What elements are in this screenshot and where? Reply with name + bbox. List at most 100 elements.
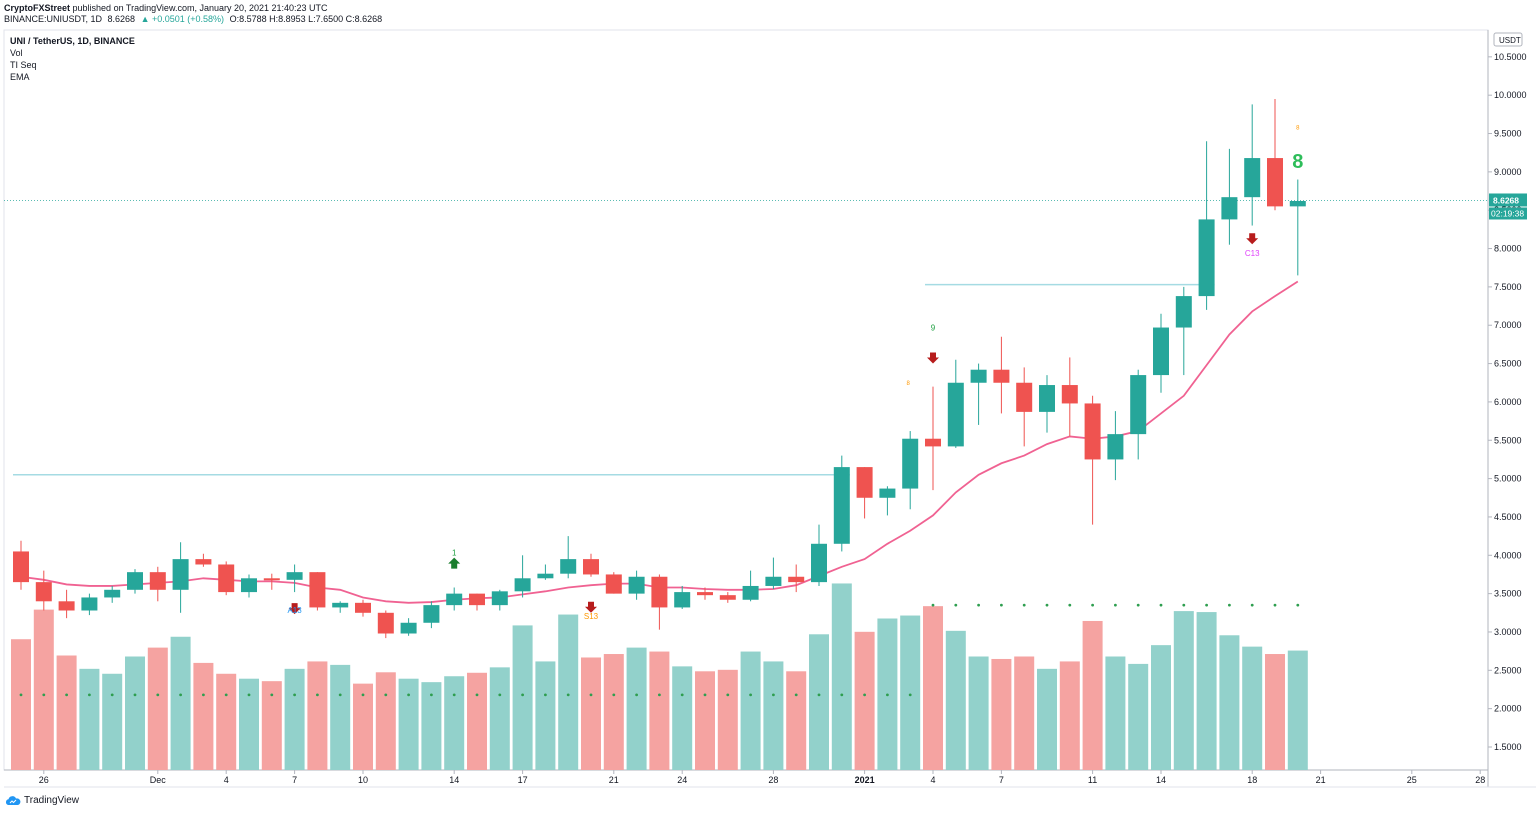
seq-dot bbox=[224, 693, 228, 697]
candle-body bbox=[58, 601, 75, 611]
candle-body bbox=[104, 589, 121, 598]
seq-annotation: 8 bbox=[1292, 151, 1303, 173]
volume-bar bbox=[786, 671, 807, 770]
candle-body bbox=[1198, 219, 1215, 297]
volume-bar bbox=[809, 634, 829, 770]
volume-bar bbox=[603, 654, 624, 770]
candle-body bbox=[172, 559, 189, 590]
currency-label: USDT bbox=[1499, 36, 1521, 45]
volume-bar bbox=[307, 661, 328, 770]
candle-body bbox=[1221, 197, 1238, 220]
x-tick-label: 4 bbox=[930, 775, 935, 785]
y-tick-label: 10.0000 bbox=[1494, 90, 1527, 100]
x-tick-label: 7 bbox=[999, 775, 1004, 785]
candle-body bbox=[469, 593, 485, 606]
x-tick-label: 21 bbox=[609, 775, 619, 785]
seq-dot bbox=[475, 693, 479, 697]
seq-dot bbox=[840, 693, 844, 697]
candle-body bbox=[1267, 158, 1283, 207]
volume-bar bbox=[1082, 620, 1103, 770]
candle-body bbox=[719, 595, 736, 600]
x-tick-label: 17 bbox=[518, 775, 528, 785]
volume-bar bbox=[695, 671, 715, 770]
volume-bar bbox=[1287, 650, 1308, 770]
seq-dot bbox=[316, 693, 319, 697]
volume-bar bbox=[1128, 663, 1149, 770]
seq-dot bbox=[749, 693, 752, 697]
candle-body bbox=[925, 438, 941, 447]
volume-bar bbox=[1014, 656, 1035, 770]
volume-bar bbox=[330, 664, 351, 770]
candle-body bbox=[514, 578, 531, 592]
seq-dot bbox=[908, 693, 912, 697]
seq-dot bbox=[1045, 603, 1049, 607]
seq-dot bbox=[521, 693, 524, 697]
sell-arrow-icon bbox=[288, 603, 301, 615]
volume-bar bbox=[353, 683, 373, 770]
legend-ema[interactable]: EMA bbox=[10, 72, 30, 82]
seq-dot bbox=[612, 693, 616, 697]
seq-dot bbox=[886, 693, 889, 697]
seq-dot bbox=[1205, 603, 1208, 607]
volume-bar bbox=[512, 625, 533, 770]
y-tick-label: 4.5000 bbox=[1494, 512, 1522, 522]
publisher-name[interactable]: CryptoFXStreet bbox=[4, 3, 71, 13]
countdown-box bbox=[1489, 207, 1527, 220]
seq-annotation: C13 bbox=[1245, 249, 1260, 258]
seq-dot bbox=[156, 693, 160, 697]
volume-bar bbox=[1151, 645, 1171, 770]
candle-body bbox=[286, 572, 303, 580]
y-tick-label: 10.5000 bbox=[1494, 52, 1527, 62]
candle-body bbox=[651, 576, 668, 608]
seq-dot bbox=[1250, 603, 1254, 607]
volume-bar bbox=[102, 673, 123, 770]
seq-dot bbox=[293, 693, 296, 697]
seq-dot bbox=[498, 693, 502, 697]
candle-body bbox=[400, 622, 417, 634]
seq-annotation: 8 bbox=[1296, 126, 1300, 132]
volume-bar bbox=[193, 662, 214, 770]
candle-body bbox=[856, 467, 873, 498]
seq-dot bbox=[247, 693, 251, 697]
legend-volume[interactable]: Vol bbox=[10, 48, 23, 58]
candle-body bbox=[127, 572, 143, 590]
x-tick-label: 26 bbox=[39, 775, 49, 785]
x-tick-label: 10 bbox=[358, 775, 368, 785]
candle-body bbox=[332, 602, 349, 608]
candle-body bbox=[309, 572, 326, 608]
candle-body bbox=[1016, 382, 1033, 412]
x-tick-label: Dec bbox=[150, 775, 167, 785]
candle-body bbox=[423, 605, 440, 623]
candle-body bbox=[218, 564, 235, 593]
seq-dot bbox=[179, 693, 183, 697]
legend-pair[interactable]: UNI / TetherUS, 1D, BINANCE bbox=[10, 36, 135, 46]
last-price-label: 8.6268 bbox=[107, 14, 136, 24]
candle-body bbox=[947, 382, 964, 447]
volume-bar bbox=[831, 583, 852, 770]
candle-body bbox=[1107, 434, 1124, 460]
seq-dot bbox=[270, 693, 274, 697]
volume-bar bbox=[79, 668, 100, 770]
seq-dot bbox=[817, 693, 821, 697]
candle-body bbox=[993, 369, 1010, 383]
seq-dot bbox=[407, 693, 410, 697]
y-tick-label: 6.5000 bbox=[1494, 359, 1522, 369]
seq-dot bbox=[1114, 603, 1117, 607]
y-tick-label: 4.0000 bbox=[1494, 550, 1522, 560]
y-tick-label: 5.5000 bbox=[1494, 435, 1522, 445]
seq-dot bbox=[19, 693, 23, 697]
y-tick-label: 6.0000 bbox=[1494, 397, 1522, 407]
y-tick-label: 9.5000 bbox=[1494, 129, 1522, 139]
volume-bar bbox=[1037, 668, 1057, 770]
candle-body bbox=[1130, 375, 1147, 435]
seq-dot bbox=[1022, 603, 1026, 607]
last-price-box bbox=[1489, 193, 1527, 207]
candle-body bbox=[241, 578, 257, 593]
candle-body bbox=[1153, 327, 1169, 376]
sell-arrow-icon bbox=[1246, 233, 1259, 245]
seq-dot bbox=[1182, 603, 1186, 607]
sell-arrow-icon bbox=[585, 601, 597, 613]
legend-ti-seq[interactable]: TI Seq bbox=[10, 60, 37, 70]
tradingview-logo[interactable]: TradingView bbox=[5, 795, 79, 806]
